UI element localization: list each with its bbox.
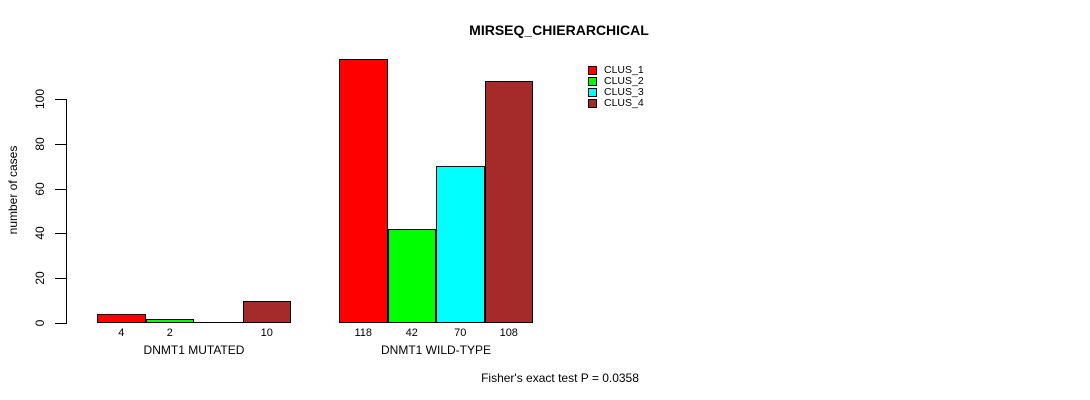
bar-clus_4: [484, 81, 533, 323]
y-axis-tick: [55, 99, 66, 100]
legend-item: CLUS_4: [588, 97, 644, 109]
bar-value-label: 2: [166, 327, 173, 339]
bar-clus_1: [97, 314, 146, 323]
y-axis-tick-label: 80: [33, 137, 47, 151]
legend-label: CLUS_4: [604, 97, 644, 109]
bar-clus_3-zero: [194, 322, 243, 323]
bar-clus_2: [387, 228, 436, 323]
y-axis-label: number of cases: [6, 145, 20, 235]
bar-clus_2: [145, 318, 194, 323]
legend-swatch-clus_3: [588, 88, 597, 97]
bar-value-label: 70: [454, 327, 467, 339]
legend-swatch-clus_2: [588, 77, 597, 86]
y-axis-tick-label: 40: [33, 226, 47, 241]
bar-value-label: 118: [354, 327, 373, 339]
y-axis-tick-label: 0: [33, 319, 47, 327]
legend-item: CLUS_1: [588, 64, 644, 76]
legend-label: CLUS_1: [604, 64, 644, 76]
y-axis-line: [66, 99, 67, 324]
y-axis-tick: [55, 143, 66, 145]
bar-value-label: 10: [260, 327, 273, 339]
y-axis-tick: [55, 323, 66, 324]
x-axis-group-label: DNMT1 WILD-TYPE: [380, 343, 492, 357]
legend-label: CLUS_2: [604, 75, 644, 87]
x-axis-group-label: DNMT1 MUTATED: [143, 343, 245, 357]
chart-title: MIRSEQ_CHIERARCHICAL: [469, 22, 649, 38]
legend-swatch-clus_4: [588, 99, 597, 108]
y-axis-tick: [55, 233, 66, 235]
fisher-test-annotation: Fisher's exact test P = 0.0358: [481, 371, 639, 385]
bar-value-label: 108: [499, 327, 518, 339]
legend-label: CLUS_3: [604, 86, 644, 98]
bar-clus_3: [436, 166, 485, 323]
y-axis-tick-label: 100: [33, 88, 47, 110]
y-axis-tick: [55, 278, 66, 280]
legend-item: CLUS_2: [588, 75, 644, 87]
bar-value-label: 4: [118, 327, 125, 339]
legend-swatch-clus_1: [588, 66, 597, 75]
bar-clus_4: [242, 300, 291, 323]
bar-clus_1: [339, 58, 388, 323]
y-axis-tick: [55, 188, 66, 190]
bar-value-label: 42: [405, 327, 418, 339]
y-axis-tick-label: 60: [33, 181, 47, 196]
y-axis-tick-label: 20: [33, 271, 47, 285]
legend-item: CLUS_3: [588, 86, 644, 98]
